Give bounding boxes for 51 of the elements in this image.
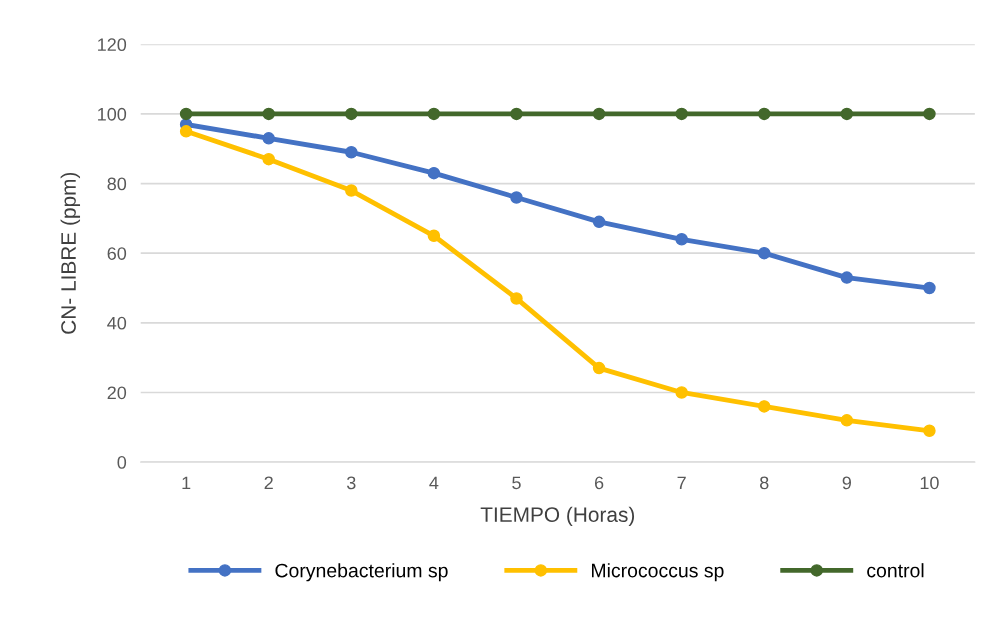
point (757, 107, 771, 121)
point (675, 386, 688, 399)
x-tick-label: 10 (920, 476, 939, 490)
point (345, 184, 358, 197)
point (262, 132, 275, 145)
point (592, 107, 606, 121)
x-tick-label: 2 (264, 476, 273, 490)
x-axis-title: TIEMPO (Horas) (480, 506, 635, 527)
legend-label: Corynebacterium sp (275, 563, 448, 582)
point (262, 107, 275, 121)
x-tick-label: 4 (429, 476, 439, 490)
point (510, 292, 523, 305)
point (427, 107, 441, 121)
point (923, 107, 936, 121)
point (923, 281, 936, 295)
y-tick-label: 120 (98, 38, 127, 52)
point (840, 414, 854, 427)
x-tick-label: 3 (346, 476, 356, 490)
point (262, 152, 275, 166)
point (923, 424, 936, 438)
point (675, 233, 688, 246)
point (592, 215, 606, 229)
point (757, 400, 771, 413)
legend-label: Micrococcus sp (592, 563, 724, 582)
point (179, 107, 193, 121)
point (840, 271, 854, 284)
y-tick-label: 20 (107, 386, 127, 400)
y-tick-label: 100 (98, 107, 127, 121)
point (427, 229, 441, 243)
point (675, 107, 688, 121)
legend-label: control (867, 563, 924, 578)
point (592, 361, 606, 375)
y-tick-label: 40 (107, 316, 127, 330)
y-tick-label: 0 (117, 456, 127, 469)
point (427, 166, 441, 180)
x-tick-label: 9 (842, 476, 851, 490)
x-tick-label: 8 (760, 476, 769, 490)
point (510, 191, 523, 204)
point (345, 145, 358, 159)
point (179, 125, 193, 138)
y-tick-label: 60 (107, 247, 127, 260)
y-axis-title: CN- LIBRE (ppm) (60, 172, 81, 334)
point (345, 107, 358, 121)
x-tick-label: 1 (182, 476, 191, 490)
x-tick-label: 6 (594, 476, 604, 490)
x-tick-label: 5 (512, 476, 521, 490)
point (757, 246, 771, 260)
point (840, 107, 854, 121)
x-tick-label: 7 (677, 476, 686, 490)
point (510, 107, 523, 121)
y-tick-label: 80 (107, 177, 127, 191)
